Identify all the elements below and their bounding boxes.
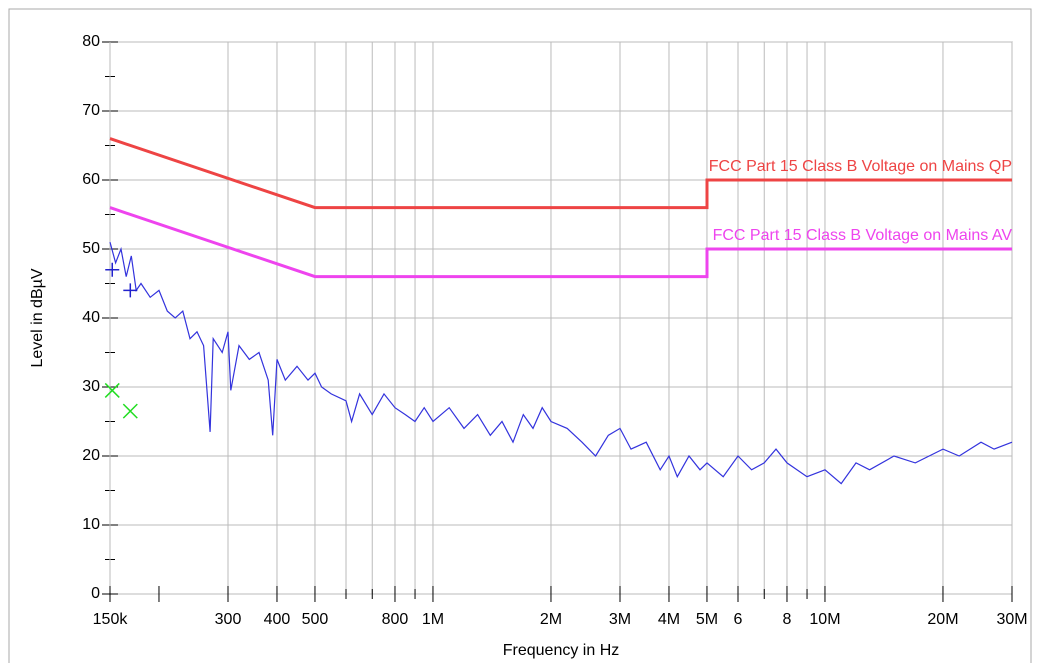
marker <box>104 382 120 398</box>
x-tick-label: 30M <box>996 611 1027 628</box>
x-tick-label: 5M <box>696 611 718 628</box>
x-tick-label: 150k <box>93 611 129 628</box>
marker <box>105 262 120 277</box>
x-axis-title: Frequency in Hz <box>503 642 620 659</box>
marker <box>122 403 138 419</box>
y-tick-label: 80 <box>82 33 100 50</box>
x-tick-label: 10M <box>809 611 840 628</box>
marker <box>123 283 138 298</box>
x-tick-label: 20M <box>927 611 958 628</box>
frame <box>8 8 1032 668</box>
y-tick-label: 40 <box>82 309 100 326</box>
x-tick-label: 400 <box>264 611 291 628</box>
x-tick-label: 8 <box>783 611 792 628</box>
x-tick-label: 4M <box>658 611 680 628</box>
y-tick-label: 60 <box>82 171 100 188</box>
y-tick-label: 30 <box>82 378 100 395</box>
x-tick-label: 800 <box>382 611 409 628</box>
x-tick-label: 6 <box>734 611 743 628</box>
y-tick-label: 20 <box>82 447 100 464</box>
x-tick-label: 300 <box>215 611 242 628</box>
limit-line <box>109 137 1012 210</box>
y-tick-label: 50 <box>82 240 100 257</box>
series-label: FCC Part 15 Class B Voltage on Mains AV <box>713 227 1013 244</box>
y-tick-label: 70 <box>82 102 100 119</box>
y-tick-label: 0 <box>91 585 100 602</box>
y-axis-title: Level in dBµV <box>29 268 46 367</box>
x-tick-label: 500 <box>302 611 329 628</box>
x-tick-label: 2M <box>540 611 562 628</box>
series-label: FCC Part 15 Class B Voltage on Mains QP <box>709 158 1012 175</box>
limit-line <box>109 206 1012 279</box>
x-tick-label: 3M <box>609 611 631 628</box>
y-tick-label: 10 <box>82 516 100 533</box>
x-tick-label: 1M <box>422 611 444 628</box>
scan-trace <box>109 241 1013 485</box>
